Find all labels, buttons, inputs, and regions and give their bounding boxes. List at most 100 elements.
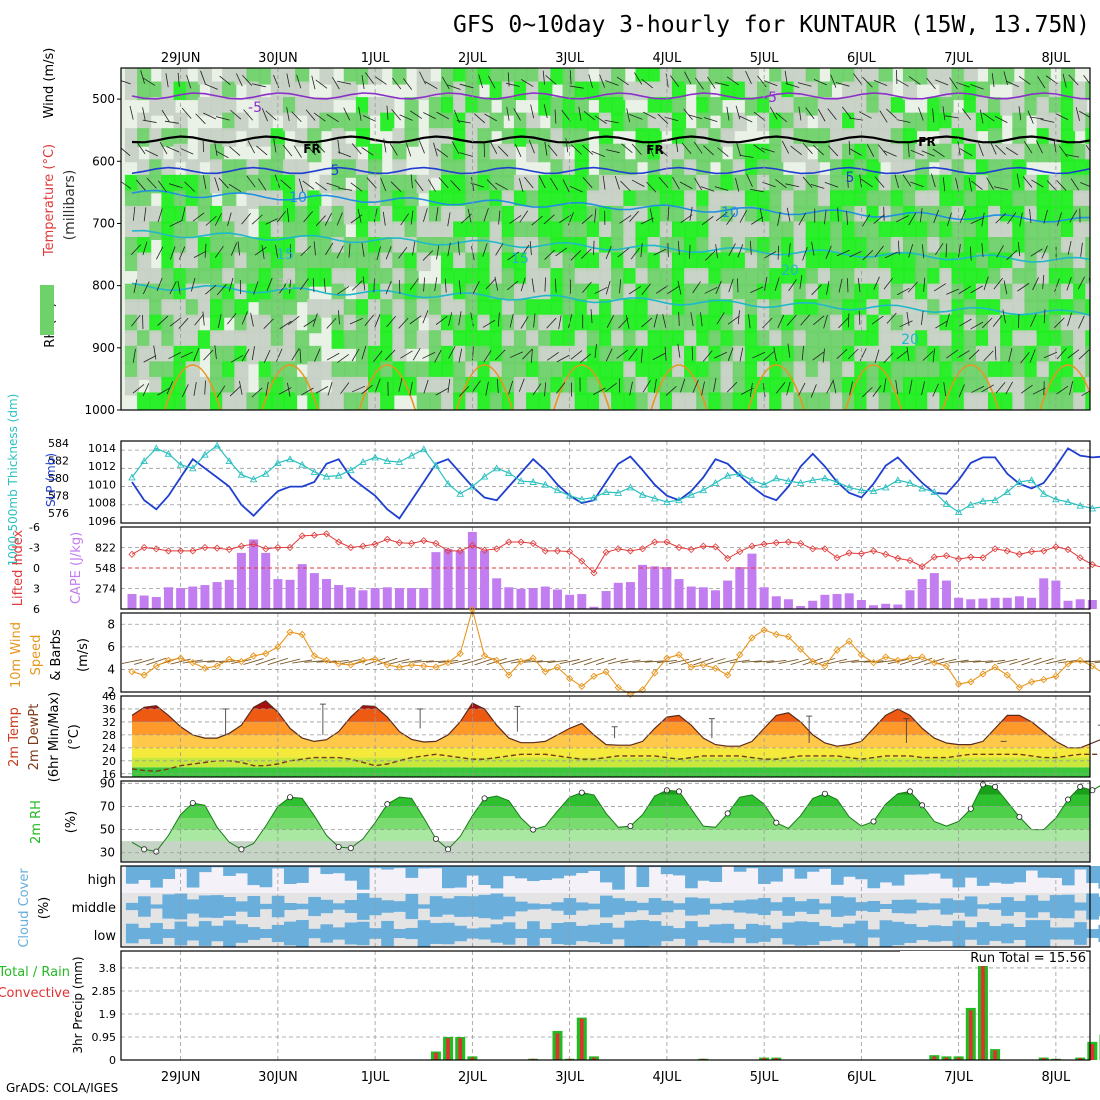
wind-barb <box>229 146 241 156</box>
wind-barb <box>181 384 189 398</box>
rh-cell <box>1024 283 1039 303</box>
wind-barb <box>485 278 496 290</box>
rh-cell <box>1000 68 1015 85</box>
rh-cell <box>659 190 674 209</box>
wind-barb <box>544 277 546 292</box>
rh-legend-swatch <box>40 285 54 335</box>
rh-cell <box>161 159 176 178</box>
wind-barb <box>1054 317 1065 328</box>
rh-cell <box>732 68 747 85</box>
rh-cell <box>769 299 784 318</box>
rh-marker <box>432 835 439 842</box>
rh-cell <box>234 252 249 272</box>
rh-cell <box>210 237 225 256</box>
wind-barb <box>570 350 583 360</box>
li-marker <box>590 569 598 577</box>
x-date-label-bottom: 7JUL <box>944 1070 974 1085</box>
rh-cell <box>526 190 541 209</box>
cloud-cell <box>940 898 954 915</box>
rh-cell <box>1012 252 1027 272</box>
precip-convective-bar <box>1041 1058 1046 1060</box>
rh-cell <box>623 112 638 132</box>
wind-barb-10m <box>936 658 957 665</box>
wind-speed-marker <box>249 652 258 660</box>
wind-speed-marker <box>1040 675 1048 684</box>
wind-barb <box>132 384 145 394</box>
rh-cell <box>635 376 650 396</box>
wind-barb <box>157 387 170 396</box>
rh-cell <box>890 143 905 163</box>
rh-cell <box>671 143 687 163</box>
cape-bar <box>735 567 745 609</box>
rh-cell <box>282 345 298 365</box>
wind-barb <box>777 314 785 328</box>
rh-cell <box>428 205 443 225</box>
rh-cell <box>404 221 419 240</box>
rh-cell <box>988 345 1003 365</box>
rh-cell <box>258 190 273 209</box>
rh-cell <box>513 299 529 318</box>
rh-cell <box>866 237 881 256</box>
wind-barb <box>543 104 548 119</box>
wind-barb <box>802 176 813 188</box>
rh-cell <box>927 314 942 334</box>
rh-cell <box>817 112 832 132</box>
rh-cell <box>586 299 602 318</box>
cloud-cell <box>1013 900 1026 913</box>
rh-cell <box>611 97 626 116</box>
wind-barb <box>423 379 429 394</box>
wind-barb <box>520 277 526 292</box>
rh-cell <box>489 330 504 349</box>
wind-barb <box>873 80 888 87</box>
wind-barb <box>1008 348 1013 362</box>
rh-cell <box>355 314 371 334</box>
wind-barb <box>653 248 667 256</box>
wind-barb <box>748 314 751 329</box>
rh-cell <box>586 361 602 380</box>
rh-cell <box>635 190 650 209</box>
rh-cell <box>161 392 176 410</box>
wind-speed-marker <box>420 662 428 670</box>
li-marker <box>1052 543 1060 551</box>
rh-cell <box>270 392 285 410</box>
rh-cell <box>805 330 820 349</box>
cape-bar <box>212 582 222 609</box>
wind-barb <box>858 310 861 325</box>
wind-barb <box>1006 249 1018 261</box>
rh-cell <box>1060 112 1076 132</box>
cloud-cell <box>405 866 419 878</box>
wind-barb <box>945 313 950 328</box>
cloud-cell <box>989 903 1002 910</box>
rh-cell <box>708 190 723 209</box>
rh-cell <box>185 345 200 365</box>
rh-cell <box>963 314 978 334</box>
wind-barb <box>1016 173 1021 188</box>
rh-cell <box>744 330 760 349</box>
rh-cell <box>295 283 310 303</box>
rh2m-axis-label: 2m RH <box>29 800 44 844</box>
wind-speed-marker <box>1052 672 1060 680</box>
cloud-cell <box>1025 895 1039 918</box>
cloud-cell <box>320 924 334 943</box>
wind-barb <box>605 280 611 295</box>
wind-barb <box>496 378 499 394</box>
wind-barb-10m <box>997 658 1018 665</box>
wind-barb <box>726 381 738 393</box>
wind-barb <box>946 349 959 359</box>
rh-band <box>132 829 1090 842</box>
cloud-cell <box>806 922 820 945</box>
wind-barb <box>935 320 948 329</box>
rh-cell <box>282 81 298 101</box>
wind-barb <box>565 138 569 153</box>
li-marker <box>335 538 343 546</box>
rh-cell <box>769 268 784 287</box>
wind-barb <box>955 177 960 192</box>
rh-cell <box>878 345 893 365</box>
cloud-cell <box>308 896 321 917</box>
rh-cell <box>1012 143 1027 163</box>
wind-barb <box>1046 180 1057 192</box>
rh-cell <box>817 252 832 272</box>
rh-cell <box>124 299 140 318</box>
rh-cell <box>1073 159 1088 178</box>
rh-cell <box>574 392 589 410</box>
